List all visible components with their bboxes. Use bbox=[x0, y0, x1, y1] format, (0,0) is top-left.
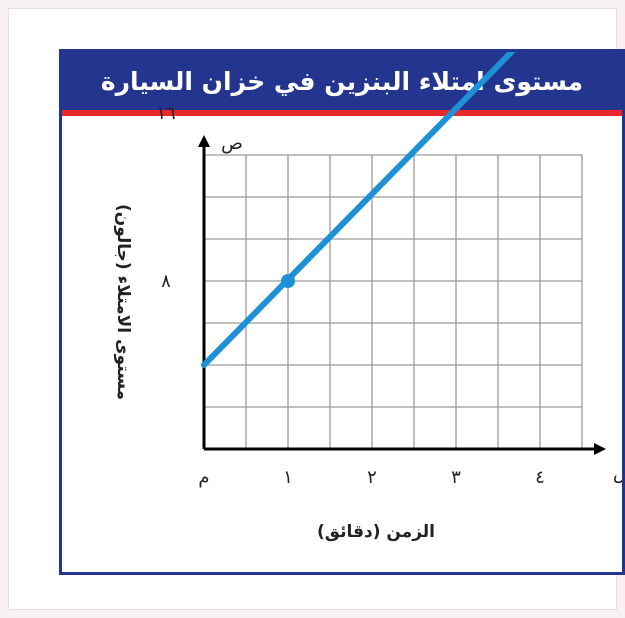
card: مستوى امتلاء البنزين في خزان السيارة م ١ ٢… bbox=[8, 8, 625, 610]
grid bbox=[204, 154, 583, 449]
chart-panel: مستوى امتلاء البنزين في خزان السيارة م ١ ٢… bbox=[59, 49, 625, 575]
axes bbox=[198, 135, 606, 455]
labels: م١٢٣٤٨١٦٢٤سصالزمن (دقائق)مستوى الامتلاء … bbox=[113, 103, 622, 542]
y-axis-arrow-icon bbox=[198, 135, 210, 147]
x-tick-label: ٢ bbox=[367, 467, 377, 488]
series bbox=[201, 52, 516, 368]
chart-title: مستوى امتلاء البنزين في خزان السيارة bbox=[100, 66, 584, 96]
x-axis-arrow-icon bbox=[594, 443, 606, 455]
data-point bbox=[281, 274, 295, 288]
series-line bbox=[201, 52, 516, 368]
x-tick-label: ٣ bbox=[451, 467, 461, 488]
title-bar: مستوى امتلاء البنزين في خزان السيارة bbox=[62, 52, 622, 116]
x-axis-title: الزمن (دقائق) bbox=[317, 522, 435, 542]
x-axis-symbol: س bbox=[613, 463, 622, 484]
y-axis-symbol: ص bbox=[221, 133, 243, 154]
line-chart: م١٢٣٤٨١٦٢٤سصالزمن (دقائق)مستوى الامتلاء … bbox=[113, 52, 622, 542]
y-tick-label: ٨ bbox=[161, 271, 171, 292]
y-tick-label: ١٦ bbox=[156, 103, 175, 124]
x-tick-label: ١ bbox=[283, 467, 293, 488]
x-tick-label: ٤ bbox=[535, 467, 545, 488]
y-axis-title: مستوى الامتلاء (جالون) bbox=[113, 204, 133, 400]
x-tick-label: م bbox=[198, 467, 209, 488]
